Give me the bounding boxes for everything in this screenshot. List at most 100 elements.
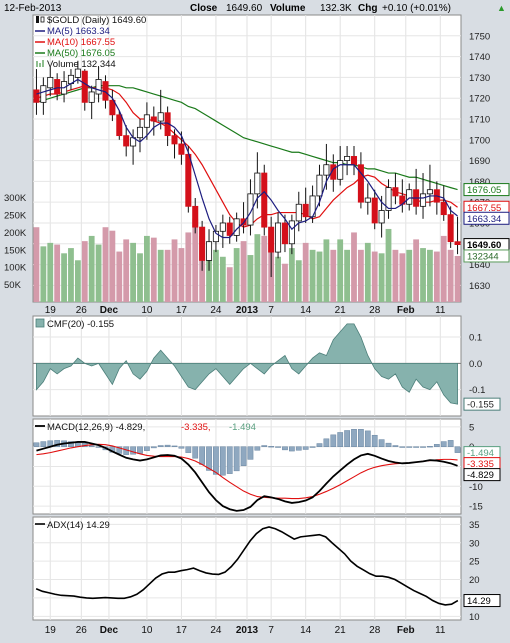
macd-histogram-bar: [88, 445, 95, 447]
adx-tick-label: 30: [469, 538, 480, 549]
cmf-tick-label: 0.1: [469, 333, 482, 344]
candle-up: [337, 160, 344, 180]
candle-up: [212, 230, 219, 243]
macd-histogram-bar: [206, 446, 212, 471]
candle-up: [323, 164, 330, 176]
macd-histogram-bar: [178, 446, 185, 449]
volume-bar: [378, 253, 385, 302]
volume-bar: [330, 249, 337, 302]
volume-bar: [309, 249, 316, 302]
macd-legend-label: MACD(12,26,9) -4.829,: [47, 422, 145, 433]
volume-bar: [337, 239, 344, 302]
macd-histogram-bar: [413, 446, 420, 448]
candle-up: [295, 203, 302, 222]
volume-bar: [275, 256, 281, 302]
x-axis-label-bottom: 24: [210, 625, 222, 636]
volume-bar: [413, 239, 420, 302]
volume-bar: [123, 239, 130, 302]
candle-up: [40, 85, 47, 103]
header-chg-up-icon: ▲: [497, 3, 506, 13]
volume-bar: [351, 232, 357, 302]
candle-down: [454, 241, 461, 245]
candle-up: [206, 241, 213, 261]
volume-bar: [61, 253, 67, 302]
cmf-tick-label: 0.0: [469, 359, 482, 370]
volume-bar: [399, 253, 406, 302]
macd-histogram-bar: [364, 430, 371, 447]
header-chg-label: Chg: [358, 3, 377, 14]
candle-down: [109, 99, 116, 116]
candle-down: [302, 203, 309, 218]
x-axis-label-top: Dec: [100, 305, 119, 316]
macd-histogram-bar: [288, 446, 295, 452]
x-axis-label-top: 24: [210, 305, 222, 316]
volume-bar: [240, 241, 247, 302]
macd-histogram-bar: [192, 446, 199, 459]
volume-bar: [144, 235, 150, 302]
volume-bar: [427, 249, 433, 302]
volume-bar: [364, 242, 371, 302]
macd-histogram-bar: [427, 446, 433, 448]
adx-tick-label: 20: [469, 575, 480, 586]
x-axis-label-top: 7: [268, 305, 274, 316]
price-value-tag: 1667.55: [467, 203, 501, 214]
x-axis-label-bottom: 26: [76, 625, 88, 636]
legend-volume-icon: [36, 61, 38, 67]
volume-bar: [302, 242, 309, 302]
candle-down: [350, 156, 358, 166]
candle-down: [357, 164, 364, 203]
volume-bar: [116, 251, 123, 302]
volume-bar: [385, 228, 392, 302]
volume-bar: [261, 235, 268, 302]
macd-histogram-bar: [68, 441, 74, 447]
candle-up: [364, 197, 371, 203]
volume-tick-label: 250K: [4, 211, 27, 222]
volume-tick-label: 100K: [4, 263, 27, 274]
volume-bar: [74, 260, 81, 302]
volume-bar: [233, 248, 240, 302]
volume-tick-label: 200K: [4, 228, 27, 239]
candle-down: [392, 187, 399, 197]
x-axis-label-bottom: 17: [176, 625, 188, 636]
macd-histogram-bar: [254, 446, 261, 451]
volume-bar: [295, 260, 302, 302]
macd-histogram-bar: [282, 446, 288, 451]
volume-bar: [219, 256, 226, 302]
x-axis-label-bottom: 14: [300, 625, 312, 636]
x-axis-label-top: 28: [369, 305, 381, 316]
macd-histogram-bar: [226, 446, 233, 474]
volume-bar: [192, 218, 199, 302]
x-axis-label-top: 10: [141, 305, 153, 316]
candle-up: [47, 76, 54, 89]
volume-bar: [171, 239, 178, 302]
candle-down: [440, 201, 447, 216]
candle-down: [371, 197, 378, 224]
macd-histogram-bar: [40, 441, 47, 447]
volume-bar: [130, 242, 136, 302]
volume-bar: [54, 244, 61, 302]
candle-down: [116, 114, 123, 137]
macd-histogram-bar: [323, 438, 330, 447]
macd-histogram-bar: [116, 446, 123, 454]
candle-up: [157, 112, 164, 122]
price-tick-label: 1740: [469, 52, 490, 63]
volume-bar: [157, 249, 164, 302]
x-axis-label-bottom: 28: [369, 625, 381, 636]
adx-value-tag-box: [463, 594, 501, 608]
candle-down: [185, 153, 192, 207]
header-chg-value: +0.10 (+0.01%): [382, 3, 451, 14]
macd-histogram-bar: [351, 429, 357, 447]
volume-bar: [358, 249, 364, 302]
candle-down: [33, 89, 40, 103]
x-axis-label-top: 26: [76, 305, 88, 316]
volume-bar: [226, 267, 233, 302]
macd-histogram-bar: [295, 446, 302, 451]
candle-up: [420, 193, 427, 207]
volume-bar: [247, 255, 254, 302]
volume-bar: [440, 235, 447, 302]
macd-histogram-bar: [233, 446, 240, 472]
volume-bar: [420, 248, 426, 302]
macd-histogram-bar: [137, 446, 143, 454]
candle-down: [54, 79, 61, 95]
